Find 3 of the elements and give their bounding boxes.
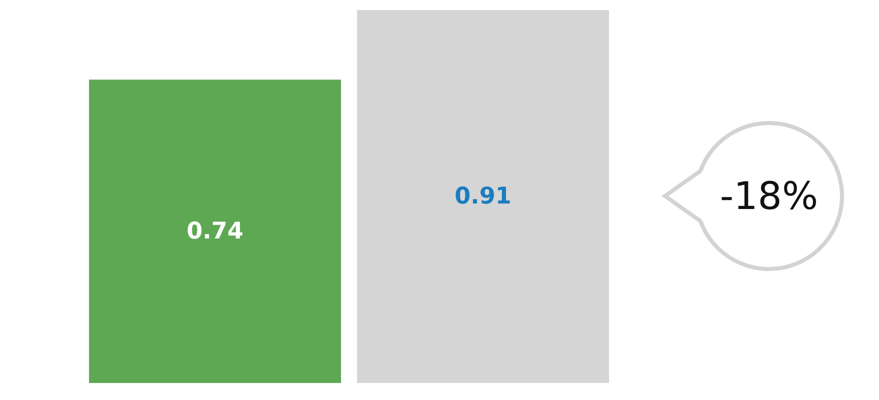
data-label: 0.91	[454, 184, 512, 210]
data-label: 0.74	[186, 218, 244, 244]
text: -18%	[720, 174, 818, 218]
